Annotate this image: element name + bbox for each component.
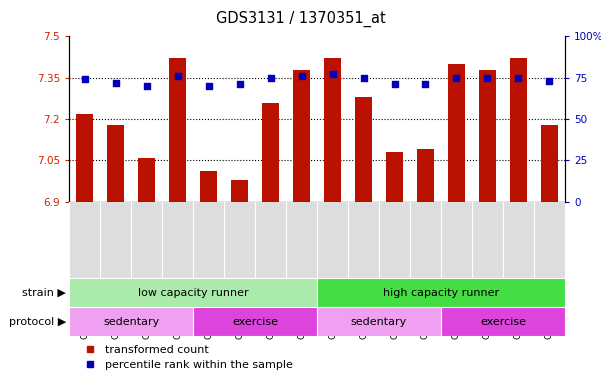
- Bar: [69, 307, 193, 336]
- Bar: [169, 58, 186, 202]
- Bar: [107, 124, 124, 202]
- Bar: [69, 278, 317, 307]
- Bar: [193, 307, 317, 336]
- Bar: [448, 64, 465, 202]
- Text: low capacity runner: low capacity runner: [138, 288, 248, 298]
- Point: [483, 75, 492, 81]
- Point: [328, 71, 337, 78]
- Text: exercise: exercise: [232, 316, 278, 327]
- Text: protocol ▶: protocol ▶: [9, 316, 66, 327]
- Point: [514, 75, 523, 81]
- Bar: [386, 152, 403, 202]
- Text: GDS3131 / 1370351_at: GDS3131 / 1370351_at: [216, 11, 385, 27]
- Point: [172, 73, 182, 79]
- Legend: transformed count, percentile rank within the sample: transformed count, percentile rank withi…: [75, 340, 297, 375]
- Bar: [317, 307, 441, 336]
- Text: sedentary: sedentary: [103, 316, 159, 327]
- Bar: [317, 278, 565, 307]
- Point: [421, 81, 430, 88]
- Text: high capacity runner: high capacity runner: [383, 288, 499, 298]
- Point: [235, 81, 245, 88]
- Bar: [510, 58, 527, 202]
- Point: [359, 75, 368, 81]
- Bar: [262, 103, 279, 202]
- Bar: [479, 70, 496, 202]
- Bar: [355, 97, 372, 202]
- Bar: [76, 114, 93, 202]
- Point: [389, 81, 399, 88]
- Bar: [138, 157, 155, 202]
- Bar: [293, 70, 310, 202]
- Point: [142, 83, 151, 89]
- Text: strain ▶: strain ▶: [22, 288, 66, 298]
- Bar: [324, 58, 341, 202]
- Point: [297, 73, 307, 79]
- Point: [80, 76, 90, 83]
- Point: [266, 75, 275, 81]
- Point: [545, 78, 554, 84]
- Bar: [231, 180, 248, 202]
- Point: [204, 83, 213, 89]
- Text: exercise: exercise: [480, 316, 526, 327]
- Point: [452, 75, 462, 81]
- Bar: [441, 307, 565, 336]
- Bar: [417, 149, 434, 202]
- Point: [111, 79, 120, 86]
- Bar: [200, 171, 217, 202]
- Bar: [541, 124, 558, 202]
- Text: sedentary: sedentary: [351, 316, 407, 327]
